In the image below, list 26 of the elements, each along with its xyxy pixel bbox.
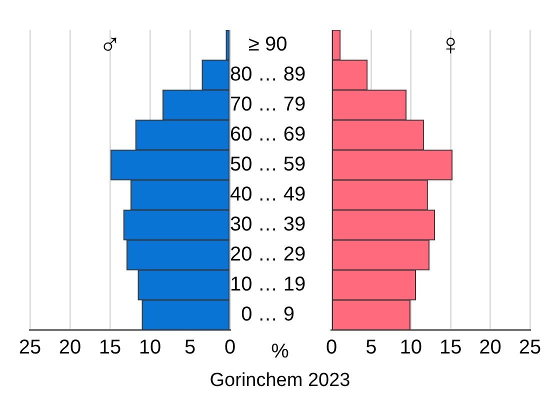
x-tick-label: 15 bbox=[98, 336, 122, 359]
series-label: ♂ bbox=[98, 28, 122, 62]
y-tick-label: 80 … 89 bbox=[230, 64, 306, 86]
y-tick-label: 50 … 59 bbox=[230, 154, 306, 176]
x-axis-title: % bbox=[271, 340, 290, 363]
y-tick-label: 30 … 39 bbox=[230, 214, 306, 236]
y-tick-label: 60 … 69 bbox=[230, 124, 306, 146]
text: Gorinchem 2023 bbox=[208, 370, 352, 392]
series-label: ♀ bbox=[439, 28, 462, 62]
x-tick-label: 10 bbox=[138, 336, 162, 359]
x-tick-label: 15 bbox=[440, 336, 462, 359]
x-tick-label: 25 bbox=[518, 336, 542, 359]
x-tick-label: 5 bbox=[366, 336, 377, 359]
y-tick-label: 20 … 29 bbox=[230, 244, 306, 266]
y-tick-label: 0 … 9 bbox=[241, 304, 294, 326]
x-tick-label: 25 bbox=[18, 336, 42, 359]
x-tick-label: 20 bbox=[479, 336, 502, 359]
y-tick-label: 70 … 79 bbox=[230, 94, 306, 116]
x-tick-label: 5 bbox=[184, 336, 196, 359]
y-tick-label: 10 … 19 bbox=[230, 274, 306, 296]
x-tick-label: 0 bbox=[224, 336, 236, 359]
y-tick-label: 40 … 49 bbox=[230, 184, 306, 206]
x-tick-label: 20 bbox=[58, 336, 82, 359]
y-tick-label: ≥ 90 bbox=[248, 34, 288, 56]
x-tick-label: 0 bbox=[326, 336, 338, 359]
x-tick-label: 10 bbox=[400, 336, 422, 359]
